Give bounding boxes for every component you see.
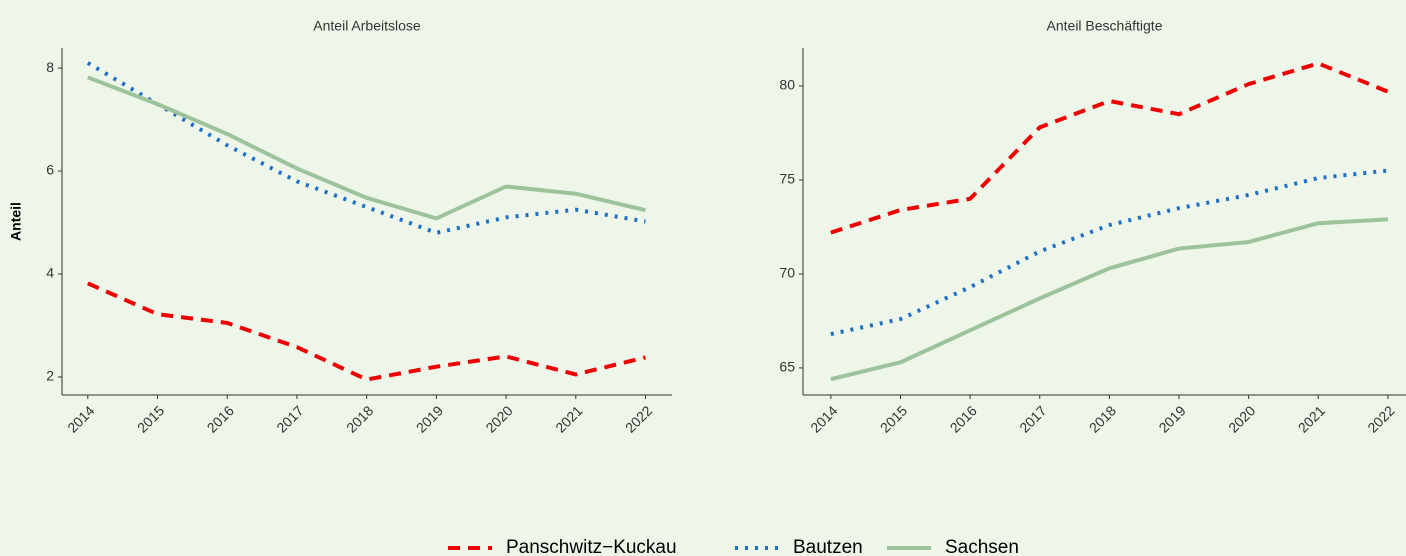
x-tick-label: 2015 xyxy=(877,402,910,435)
y-tick-label: 65 xyxy=(779,359,795,375)
series-line xyxy=(86,281,646,382)
x-tick-label: 2016 xyxy=(947,402,980,435)
x-tick-label: 2014 xyxy=(64,402,97,435)
y-tick-label: 70 xyxy=(779,265,795,281)
legend-label: Panschwitz−Kuckau xyxy=(506,537,677,556)
y-tick-label: 8 xyxy=(46,59,54,75)
panel-title: Anteil Beschäftigte xyxy=(1047,18,1163,34)
series-line xyxy=(87,75,646,221)
x-tick-label: 2016 xyxy=(204,402,237,435)
x-tick-label: 2018 xyxy=(343,402,376,435)
x-tick-label: 2020 xyxy=(482,402,515,435)
y-tick-label: 6 xyxy=(46,162,54,178)
x-tick-label: 2014 xyxy=(807,402,840,435)
legend-label: Bautzen xyxy=(793,537,863,556)
x-tick-label: 2022 xyxy=(1364,402,1397,435)
y-tick-label: 4 xyxy=(46,265,54,281)
y-tick-label: 80 xyxy=(779,77,795,93)
y-tick-label: 75 xyxy=(779,171,795,187)
x-tick-label: 2021 xyxy=(552,402,585,435)
x-tick-label: 2017 xyxy=(273,402,306,435)
x-tick-label: 2021 xyxy=(1295,402,1328,435)
x-tick-label: 2019 xyxy=(413,402,446,435)
series-line xyxy=(830,61,1389,235)
x-tick-label: 2017 xyxy=(1016,402,1049,435)
x-tick-label: 2022 xyxy=(622,402,655,435)
series-line xyxy=(830,217,1389,382)
x-tick-label: 2019 xyxy=(1155,402,1188,435)
y-axis-label: Anteil xyxy=(8,202,24,241)
x-tick-label: 2015 xyxy=(134,402,167,435)
legend-label: Sachsen xyxy=(945,537,1019,556)
series-line xyxy=(86,61,646,235)
series-line xyxy=(830,168,1389,337)
x-tick-label: 2020 xyxy=(1225,402,1258,435)
x-tick-label: 2018 xyxy=(1086,402,1119,435)
y-tick-label: 2 xyxy=(46,368,54,384)
panel-title: Anteil Arbeitslose xyxy=(313,18,421,34)
